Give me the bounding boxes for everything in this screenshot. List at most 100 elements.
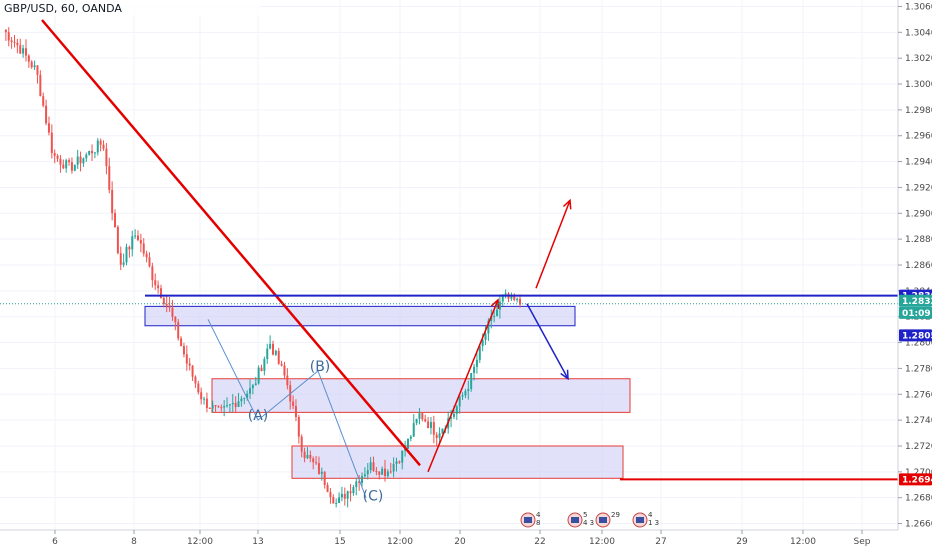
candle-body (478, 346, 481, 360)
event-count: 4 (536, 511, 541, 519)
x-tick-label: 27 (655, 537, 666, 547)
candle-body (200, 392, 203, 400)
candle-body (303, 451, 306, 459)
candle-body (409, 436, 412, 439)
candle-body (493, 316, 496, 318)
candle-body (16, 42, 19, 46)
candle-body (39, 74, 42, 97)
candle-body (82, 158, 85, 164)
flag-stripe-icon (636, 517, 644, 523)
symbol-title: GBP/USD, 60, OANDA (4, 2, 122, 15)
candle-body (280, 363, 283, 366)
price-axis[interactable]: 1.30600 1.30400 1.30200 1.30000 1.29800 1.296… (898, 2, 932, 530)
price-label-box (899, 306, 932, 319)
candle-body (185, 354, 188, 364)
candle-body (487, 320, 490, 334)
x-tick-label: 6 (52, 537, 58, 547)
candle-body (475, 359, 478, 367)
drawings[interactable]: (A) (B) (C) (41, 19, 572, 504)
candle-body (197, 383, 200, 393)
target-arrow-up-head (562, 198, 572, 210)
x-tick-label: Sep (854, 537, 871, 547)
candle-body (243, 398, 246, 400)
candle-body (481, 339, 484, 347)
candle-body (91, 150, 94, 154)
price-label-text: 1.28323 (902, 297, 932, 307)
candle-body (458, 396, 461, 407)
target-arrow-down[interactable] (526, 303, 569, 380)
candle-body (283, 365, 286, 376)
candle-body (395, 461, 398, 464)
candle-body (188, 363, 191, 366)
wave-label: (C) (363, 488, 384, 504)
price-zone[interactable] (144, 305, 576, 327)
y-tick-label: 1.30600 (905, 2, 932, 12)
candle-body (326, 485, 329, 493)
candle-body (105, 148, 108, 167)
economic-event-flag[interactable]: 48 (520, 511, 541, 528)
time-axis[interactable]: 6 8 12:00 13 15 12:00 20 22 12:00 27 29 12:00 Sep (52, 530, 871, 547)
economic-event-flag[interactable]: 29 (595, 511, 620, 528)
price-zone[interactable] (211, 378, 631, 413)
candle-body (464, 391, 467, 396)
economic-events[interactable]: 48 54 3 29 41 3 (520, 511, 659, 528)
candle-body (257, 367, 260, 384)
candle-body (76, 156, 79, 165)
candle-body (180, 338, 183, 347)
candle-body (294, 405, 297, 418)
candle-body (30, 61, 33, 68)
economic-event-flag[interactable]: 41 3 (632, 511, 659, 528)
candle-body (260, 367, 263, 371)
candle-body (47, 123, 50, 133)
elliott-wave-line[interactable] (207, 319, 367, 498)
candle-body (70, 162, 73, 171)
price-zone[interactable] (291, 445, 624, 479)
downtrend-line[interactable] (41, 19, 421, 467)
y-tick-label: 1.27800 (905, 364, 932, 374)
x-tick-label: 15 (334, 537, 345, 547)
wave-label: (A) (248, 408, 269, 424)
candle-body (452, 413, 455, 417)
flag-stripe-icon (571, 517, 579, 523)
candle-body (352, 487, 355, 494)
candle-body (467, 388, 470, 392)
horizontal-lines[interactable] (0, 294, 898, 481)
candle-body (194, 376, 197, 384)
support-resistance-zones[interactable] (144, 305, 631, 479)
candle-body (208, 407, 211, 409)
candle-body (389, 471, 392, 473)
candle-body (329, 492, 332, 498)
candle-body (246, 393, 249, 399)
candle-body (484, 333, 487, 340)
candle-body (228, 404, 231, 406)
candle-body (96, 140, 99, 153)
event-count: 29 (611, 511, 620, 519)
y-tick-label: 1.29800 (905, 106, 932, 116)
candle-body (263, 359, 266, 371)
candle-body (317, 463, 320, 474)
candle-body (392, 463, 395, 472)
candle-body (162, 297, 165, 305)
candle-body (504, 293, 507, 296)
projection-arrow-up[interactable] (427, 299, 499, 473)
candle-body (24, 48, 27, 56)
y-tick-label: 1.30400 (905, 28, 932, 38)
candle-body (237, 401, 240, 407)
target-arrow-up[interactable] (535, 200, 571, 289)
candle-body (401, 450, 404, 463)
price-label-text: 1.26942 (902, 475, 932, 485)
x-tick-label: 12:00 (387, 537, 413, 547)
y-tick-label: 1.30200 (905, 54, 932, 64)
candle-body (406, 438, 409, 449)
economic-event-flag[interactable]: 54 3 (567, 511, 594, 528)
projection-arrow-up-head (490, 298, 500, 309)
candle-body (415, 418, 418, 424)
candle-body (134, 235, 137, 237)
candle-body (432, 422, 435, 435)
candle-body (513, 294, 516, 300)
candle-body (205, 398, 208, 408)
candle-body (378, 471, 381, 475)
candle-body (461, 395, 464, 397)
x-tick-label: 12:00 (589, 537, 615, 547)
